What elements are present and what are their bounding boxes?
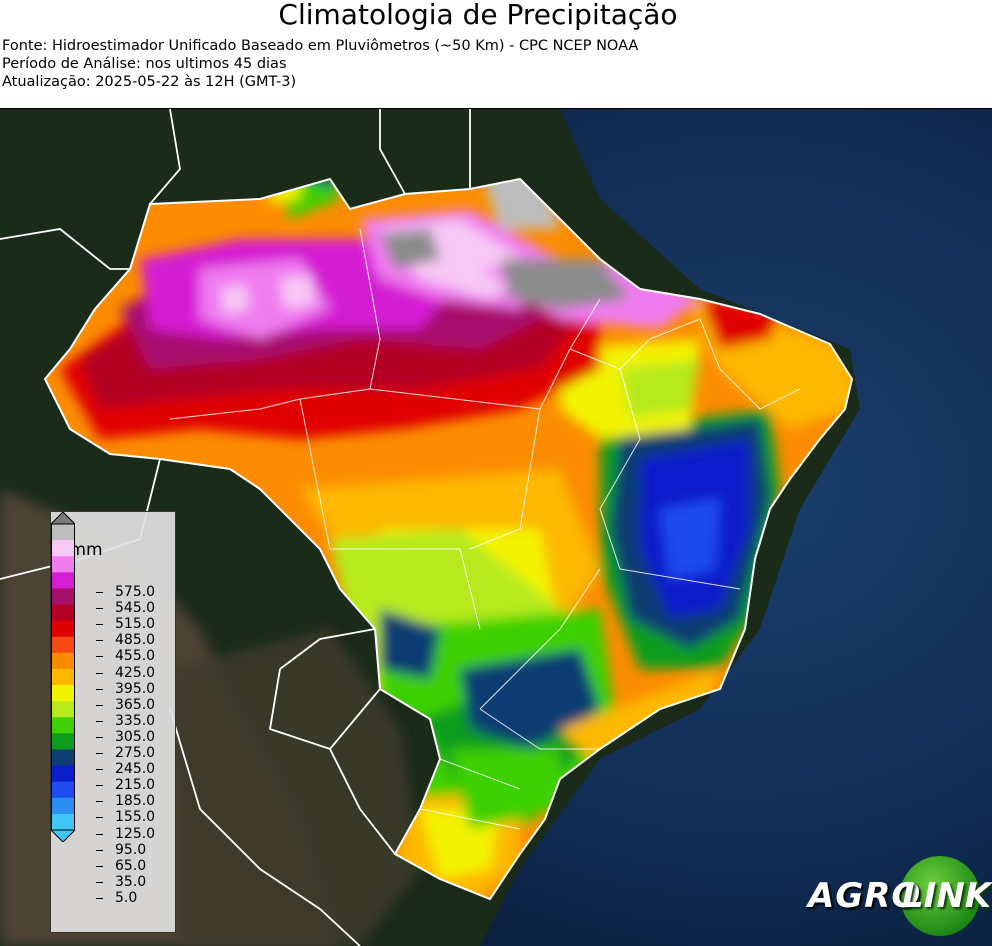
legend-tick <box>96 720 103 722</box>
legend-swatch <box>51 524 75 541</box>
legend-tick <box>96 753 103 755</box>
legend-label: 155.0 <box>115 809 156 826</box>
page-title: Climatologia de Precipitação <box>278 0 678 31</box>
logo-text-agro: AGRO <box>808 876 922 916</box>
legend-label: 215.0 <box>115 777 156 794</box>
legend-label: 5.0 <box>115 890 138 906</box>
southern-terrain <box>170 629 420 946</box>
legend-label: 425.0 <box>115 664 156 681</box>
legend-swatch <box>51 588 75 606</box>
legend-unit: mm <box>69 540 103 560</box>
legend-label: 125.0 <box>115 825 156 842</box>
legend-under-arrow <box>51 829 75 842</box>
legend-swatch <box>51 781 75 799</box>
legend-frame <box>51 523 75 831</box>
legend-swatch <box>51 701 75 718</box>
logo-text-link: LINK <box>902 876 992 916</box>
state-borders <box>169 228 801 830</box>
legend-label: 245.0 <box>115 761 156 778</box>
legend-tick <box>96 785 103 787</box>
legend-tick <box>96 592 103 593</box>
brazil-border <box>43 177 854 901</box>
source-line: Fonte: Hidroestimador Unificado Baseado … <box>2 38 639 54</box>
legend-tick <box>96 849 103 851</box>
legend-tick <box>96 769 103 771</box>
legend-swatch <box>51 717 75 734</box>
legend-tick <box>96 624 103 626</box>
legend-label: 305.0 <box>115 728 156 745</box>
legend-swatch <box>51 556 75 573</box>
legend-swatch <box>51 813 75 831</box>
precipitation-map: mm 575.0 545.0 515.0 485.0 455.0 425.0 395.0 36… <box>0 108 992 946</box>
legend-label: 35.0 <box>115 873 147 890</box>
legend-label: 365.0 <box>115 696 156 713</box>
legend-tick <box>96 881 103 883</box>
legend-label: 185.0 <box>115 793 156 810</box>
legend-tick <box>96 704 103 706</box>
legend-label: 395.0 <box>115 680 156 697</box>
legend-label: 95.0 <box>115 841 147 858</box>
legend-swatch <box>51 652 75 670</box>
legend-label: 515.0 <box>115 616 156 633</box>
legend-tick <box>96 865 103 867</box>
legend-label: 455.0 <box>115 648 156 665</box>
legend-box: mm 575.0 545.0 515.0 485.0 455.0 425.0 395.0 36… <box>50 511 176 933</box>
legend-swatch <box>51 749 75 767</box>
legend-swatch <box>51 668 75 686</box>
logo-circle <box>900 856 980 936</box>
legend-over-arrow <box>51 512 75 525</box>
legend-swatch <box>51 604 75 622</box>
legend-colorbar <box>51 512 75 842</box>
agrolink-logo: AGRO LINK <box>808 856 991 936</box>
legend-swatch <box>51 797 75 815</box>
legend-swatch <box>51 540 75 557</box>
legend-swatch <box>51 733 75 750</box>
legend-tick <box>96 898 103 899</box>
period-line: Período de Análise: nos ultimos 45 dias <box>2 56 287 72</box>
legend-tick <box>96 833 103 835</box>
legend-swatch <box>51 765 75 783</box>
legend-label: 65.0 <box>115 857 147 874</box>
legend-tick <box>96 656 103 658</box>
update-line: Atualização: 2025-05-22 às 12H (GMT-3) <box>2 74 297 90</box>
legend-label: 275.0 <box>115 745 156 762</box>
legend-label: 335.0 <box>115 712 156 729</box>
legend-label: 485.0 <box>115 632 156 649</box>
legend-swatch <box>51 620 75 638</box>
legend-label: 545.0 <box>115 600 156 617</box>
country-borders <box>0 109 471 946</box>
legend-label: 575.0 <box>115 584 156 600</box>
legend-tick <box>96 801 103 803</box>
legend-tick <box>96 817 103 819</box>
legend-tick <box>96 688 103 690</box>
legend-swatch <box>51 572 75 589</box>
legend-tick <box>96 736 103 738</box>
legend-swatch <box>51 636 75 654</box>
legend-tick <box>96 640 103 642</box>
legend-swatch <box>51 685 75 702</box>
legend-tick <box>96 608 103 610</box>
legend-tick <box>96 672 103 674</box>
